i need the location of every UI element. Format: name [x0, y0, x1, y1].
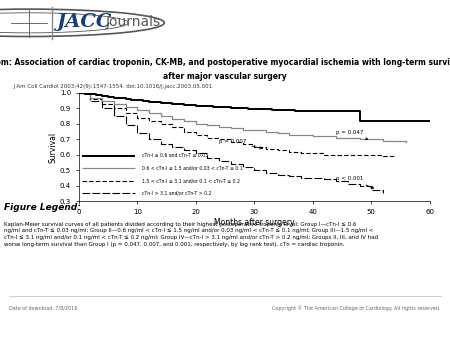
Circle shape	[0, 9, 164, 37]
Text: after major vascular surgery: after major vascular surgery	[163, 72, 287, 81]
Text: cTn-I ≤ 0.6 and cTn-T ≤ 0.03: cTn-I ≤ 0.6 and cTn-T ≤ 0.03	[142, 153, 208, 158]
Text: p = 0.047: p = 0.047	[336, 130, 368, 140]
Text: Kaplan-Meier survival curves of all patients divided according to their highest : Kaplan-Meier survival curves of all pati…	[4, 222, 379, 246]
Text: Journals: Journals	[106, 15, 161, 29]
Text: p = 0.007: p = 0.007	[219, 139, 262, 149]
Text: cTn-I > 3.1 and/or cTn-T > 0.2: cTn-I > 3.1 and/or cTn-T > 0.2	[142, 191, 212, 195]
X-axis label: Months after surgery: Months after surgery	[214, 218, 294, 226]
Text: J Am Coll Cardiol 2003;42(9):1547-1554. doi:10.1016/j.jacc.2003.05.001: J Am Coll Cardiol 2003;42(9):1547-1554. …	[14, 84, 212, 89]
Text: 0.6 < cTn-I ≤ 1.5 and/or 0.03 < cTn-T ≤ 0.1: 0.6 < cTn-I ≤ 1.5 and/or 0.03 < cTn-T ≤ …	[142, 166, 243, 171]
Text: JACC: JACC	[56, 13, 112, 31]
Text: 1.5 < cTn-I ≤ 3.1 and/or 0.1 < cTn-T ≤ 0.2: 1.5 < cTn-I ≤ 3.1 and/or 0.1 < cTn-T ≤ 0…	[142, 178, 240, 183]
Y-axis label: Survival: Survival	[48, 131, 57, 163]
Text: From: Association of cardiac troponin, CK-MB, and postoperative myocardial ische: From: Association of cardiac troponin, C…	[0, 58, 450, 67]
Text: Figure Legend:: Figure Legend:	[4, 203, 81, 212]
Text: Copyright © The American College of Cardiology. All rights reserved.: Copyright © The American College of Card…	[273, 306, 441, 311]
Text: Date of download: 7/8/2016: Date of download: 7/8/2016	[9, 306, 77, 311]
Text: p < 0.001: p < 0.001	[336, 176, 373, 188]
